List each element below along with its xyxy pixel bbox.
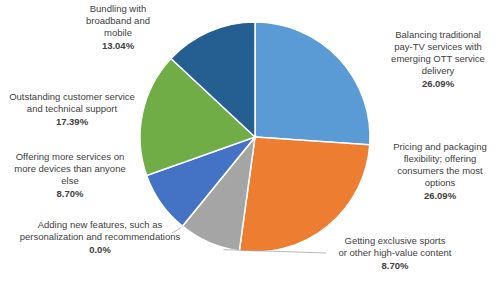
category-label: Bundling withbroadband andmobile <box>86 3 150 38</box>
data-label: 8.70% <box>382 260 409 271</box>
category-label: Offering more services onmore devices th… <box>14 151 125 186</box>
data-label: 26.09% <box>424 190 457 201</box>
data-label: 26.09% <box>422 78 455 89</box>
leader-lines <box>172 228 326 253</box>
pie <box>140 22 370 252</box>
data-label: 17.39% <box>56 116 89 127</box>
data-label: 8.70% <box>57 188 84 199</box>
labels: Balancing traditionalpay-TV services wit… <box>9 3 487 271</box>
data-label: 0.0% <box>89 244 111 255</box>
data-label: 13.04% <box>102 40 135 51</box>
pie-slice <box>171 22 255 137</box>
category-label: Pricing and packagingflexibility; offeri… <box>393 141 486 188</box>
pie-slice <box>255 22 370 145</box>
leader-line <box>223 250 326 253</box>
category-label: Outstanding customer serviceand technica… <box>9 91 135 114</box>
category-label: Adding new features, such aspersonalizat… <box>20 219 181 242</box>
chart: Balancing traditionalpay-TV services wit… <box>0 0 500 281</box>
category-label: Balancing traditionalpay-TV services wit… <box>391 29 485 76</box>
category-label: Getting exclusive sportsor other high-va… <box>338 235 451 258</box>
